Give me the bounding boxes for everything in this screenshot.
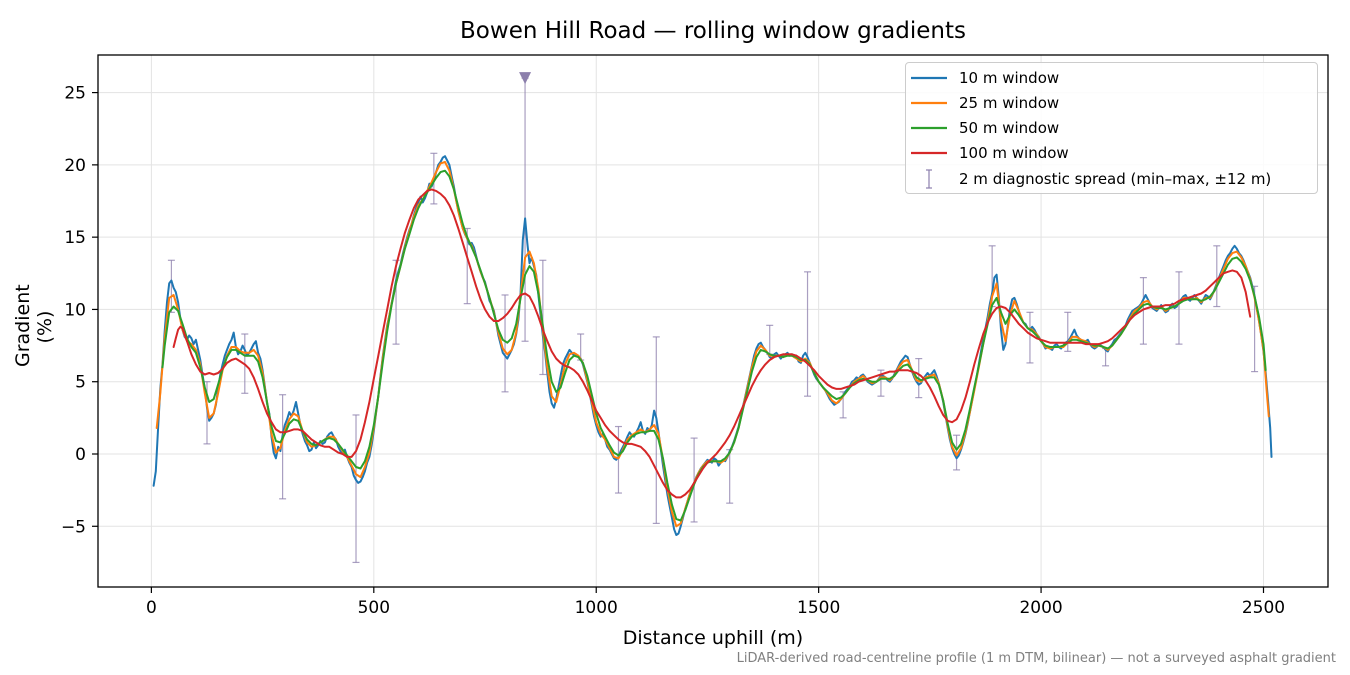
error-bar	[1026, 311, 1034, 364]
legend-label-100m: 100 m window	[959, 144, 1069, 162]
error-bar	[539, 259, 547, 376]
chart-title: Bowen Hill Road — rolling window gradien…	[460, 18, 966, 44]
y-tick-label: 25	[64, 84, 86, 104]
series-layer	[152, 155, 1273, 536]
x-tick-label: 0	[146, 598, 157, 618]
legend-swatch-50m	[911, 126, 947, 130]
legend-swatch-25m	[911, 101, 947, 105]
y-tick-label: −5	[61, 517, 86, 537]
y-axis-label: Gradient (%)	[12, 284, 56, 367]
x-tick-label: 1000	[575, 598, 618, 618]
legend-label-10m: 10 m window	[959, 69, 1060, 87]
legend-item-error-bars: 2 m diagnostic spread (min–max, ±12 m)	[906, 169, 1317, 189]
x-tick-label: 2500	[1242, 598, 1285, 618]
error-bar	[690, 437, 698, 523]
legend-item-10m: 10 m window	[906, 68, 1317, 88]
series-line-50m	[161, 169, 1267, 522]
y-tick-label: 15	[64, 228, 86, 248]
error-bar	[804, 271, 812, 397]
marker-layer	[519, 72, 532, 85]
tick-layer: 0 500 1000 1500 2000 2500 −5 0 5 10 15 20 25	[61, 84, 1285, 618]
plot-frame	[97, 54, 1329, 588]
error-bar	[279, 394, 287, 500]
y-tick-label: 5	[75, 373, 86, 393]
footnote: LiDAR-derived road-centreline profile (1…	[736, 651, 1336, 666]
y-tick-label: 10	[64, 300, 86, 320]
error-bar	[1175, 271, 1183, 345]
legend-label-error-bars: 2 m diagnostic spread (min–max, ±12 m)	[959, 170, 1272, 188]
error-bar	[352, 414, 360, 564]
legend-swatch-100m	[911, 151, 947, 155]
legend-item-50m: 50 m window	[906, 118, 1317, 138]
error-bar-layer	[167, 77, 1259, 564]
legend-swatch-10m	[911, 76, 947, 80]
peak-marker-triangle	[519, 72, 532, 85]
error-bar	[521, 77, 529, 342]
x-tick-label: 1500	[797, 598, 840, 618]
error-bar	[1064, 311, 1072, 352]
legend-swatch-error-bars	[926, 169, 932, 189]
error-bar	[766, 324, 774, 355]
y-tick-label: 0	[75, 445, 86, 465]
x-tick-label: 500	[358, 598, 390, 618]
error-bar	[953, 434, 961, 471]
x-axis-label: Distance uphill (m)	[622, 627, 804, 649]
legend: 10 m window 25 m window 50 m window 100 …	[905, 62, 1318, 194]
x-tick-label: 2000	[1019, 598, 1062, 618]
legend-label-25m: 25 m window	[959, 94, 1060, 112]
error-bar	[614, 425, 622, 494]
error-bar	[1213, 245, 1221, 308]
error-bar	[501, 294, 509, 393]
legend-label-50m: 50 m window	[959, 119, 1060, 137]
series-line-10m	[152, 155, 1273, 536]
y-tick-label: 20	[64, 156, 86, 176]
series-line-100m	[172, 188, 1252, 499]
legend-item-100m: 100 m window	[906, 143, 1317, 163]
error-bar	[1139, 277, 1147, 345]
legend-item-25m: 25 m window	[906, 93, 1317, 113]
